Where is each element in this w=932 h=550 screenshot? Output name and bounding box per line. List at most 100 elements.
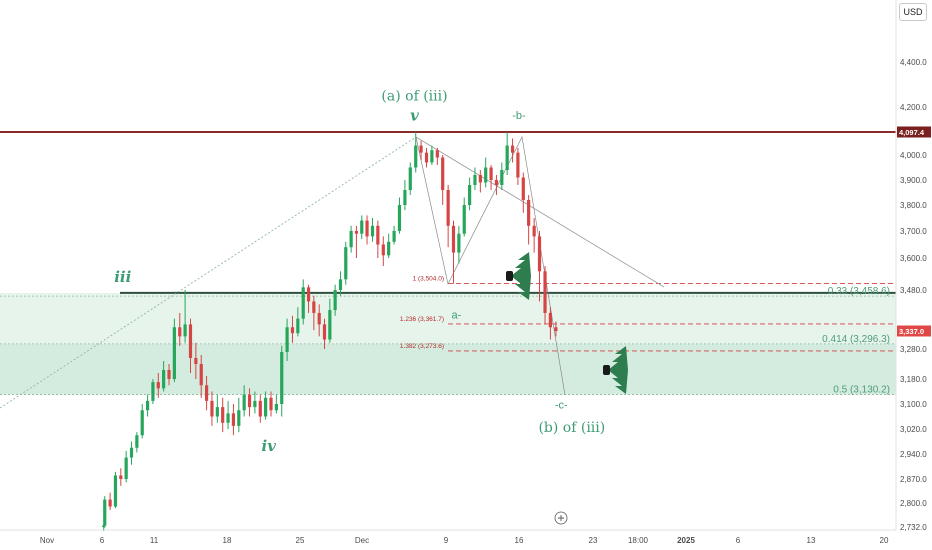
candle-body (290, 327, 295, 334)
candle-body (199, 364, 203, 386)
candle-body (333, 290, 337, 311)
y-tick-label: 3,480.0 (900, 286, 927, 295)
price-tag-label: 3,337.0 (899, 327, 924, 336)
y-tick-label: 3,280.0 (900, 345, 927, 354)
y-tick-label: 2,732.0 (900, 523, 927, 532)
candle-body (269, 397, 273, 411)
resistance-trendline (415, 136, 665, 288)
x-tick-label: 18 (223, 536, 232, 545)
candle-body (397, 205, 402, 231)
candle-body (113, 475, 118, 507)
wave-label: v (410, 106, 419, 124)
candle-body (221, 407, 225, 423)
candle-body (167, 370, 171, 379)
x-tick-label: 9 (444, 536, 449, 545)
candle-body (349, 231, 353, 248)
x-tick-label: 2025 (677, 536, 695, 545)
candle-body (489, 167, 493, 180)
x-tick-label: 6 (100, 536, 105, 545)
candle-body (328, 310, 332, 340)
candle-body (403, 190, 407, 205)
candles-layer (102, 132, 558, 532)
tree-icon (603, 346, 628, 394)
x-tick-label: 13 (807, 536, 816, 545)
y-tick-label: 3,100.0 (900, 400, 927, 409)
candle-body (280, 352, 284, 404)
candle-body (264, 397, 268, 417)
y-tick-label: 3,020.0 (900, 425, 927, 434)
candle-body (210, 400, 214, 417)
tree-icon (506, 252, 531, 300)
x-tick-label: 6 (736, 536, 741, 545)
candle-body (322, 324, 327, 340)
candle-body (253, 400, 257, 408)
candle-body (151, 382, 155, 401)
price-tag (897, 126, 931, 138)
candle-body (500, 170, 504, 185)
x-tick-label: 18:00 (628, 536, 649, 545)
candle-body (145, 400, 150, 411)
price-tag (897, 325, 931, 337)
candle-body (548, 312, 552, 328)
candle-body (430, 150, 434, 163)
wave-label: (a) of (iii) (381, 88, 447, 104)
candle-body (129, 447, 134, 458)
y-tick-label: 3,180.0 (900, 375, 927, 384)
candle-body (435, 150, 439, 158)
candle-body (140, 410, 144, 436)
x-tick-label: Dec (355, 536, 369, 545)
candle-body (135, 435, 139, 448)
annotations-layer: 0.33 (3,458.6) 0.414 (3,296.3) 0.5 (3,130.… (114, 88, 890, 525)
x-tick-label: 23 (589, 536, 598, 545)
candle-body (156, 382, 160, 389)
fib-zone (0, 343, 896, 395)
candle-body (505, 145, 509, 170)
candle-body (543, 271, 547, 313)
candle-body (462, 205, 466, 234)
abc-projection (415, 135, 566, 396)
candle-body (494, 180, 499, 185)
candle-body (301, 287, 305, 319)
candle-body (381, 244, 385, 256)
candle-body (484, 167, 488, 183)
candle-body (172, 327, 176, 379)
candle-body (457, 233, 461, 253)
candle-body (258, 400, 262, 417)
candle-body (183, 324, 187, 337)
candle-body (478, 175, 482, 183)
fib-extension-label: 1 (3,504.0) (413, 276, 444, 283)
wave-label: a- (452, 310, 462, 322)
candle-body (441, 157, 445, 190)
candle-body (392, 231, 396, 242)
candle-body (162, 370, 166, 389)
y-tick-label: 2,940.0 (900, 450, 927, 459)
candle-body (205, 385, 209, 401)
candle-body (178, 327, 182, 337)
fib-retracement-label: 0.5 (3,130.2) (833, 385, 890, 396)
y-tick-label: 3,700.0 (900, 227, 927, 236)
candle-body (419, 145, 423, 153)
candle-body (521, 177, 525, 200)
wave-label: -c- (555, 400, 568, 412)
candle-body (242, 394, 246, 411)
wave-label: (b) of (iii) (538, 420, 605, 436)
currency-button[interactable]: USD (899, 3, 927, 21)
candle-body (554, 327, 558, 331)
candle-body (414, 145, 418, 168)
candle-body (215, 407, 219, 417)
candle-body (408, 167, 412, 190)
tree-shape (511, 252, 531, 300)
wave-trendline (0, 136, 417, 409)
fib-retracement-label: 0.33 (3,458.6) (828, 286, 890, 297)
y-tick-label: 4,200.0 (900, 103, 927, 112)
wave-label: iv (262, 437, 277, 455)
candle-body (473, 175, 477, 185)
fib-extension-label: 1.382 (3,273.6) (400, 343, 444, 350)
candle-body (274, 404, 278, 411)
candle-body (338, 279, 343, 290)
add-marker-plus (558, 515, 564, 521)
